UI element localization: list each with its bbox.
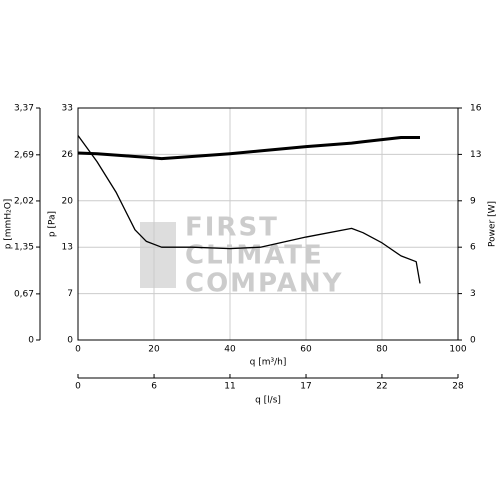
- y2-tick-label: 0: [470, 336, 476, 346]
- x2-tick-label: 28: [452, 382, 464, 392]
- series-line: [77, 135, 421, 284]
- y2-tick-label: 3: [470, 289, 476, 299]
- y0-label: p [mmH₂O]: [4, 199, 14, 250]
- x2-tick-label: 17: [300, 382, 311, 392]
- watermark: FIRST: [185, 213, 279, 243]
- y-tick-label: 33: [62, 104, 73, 114]
- y2-tick-label: 13: [470, 150, 481, 160]
- y2-tick-label: 9: [470, 196, 476, 206]
- y-tick-label: 7: [67, 289, 73, 299]
- x-tick-label: 40: [224, 345, 236, 355]
- y-tick-label: 13: [62, 243, 73, 253]
- y-tick-label: 20: [62, 196, 74, 206]
- y-tick-label: 0: [67, 336, 73, 346]
- y0-tick-label: 0,67: [14, 289, 34, 299]
- x-tick-label: 0: [75, 345, 81, 355]
- y2-tick-label: 16: [470, 104, 482, 114]
- y0-tick-label: 2,02: [14, 196, 34, 206]
- x2-tick-label: 6: [151, 382, 157, 392]
- x-tick-label: 100: [449, 345, 466, 355]
- y0-tick-label: 3,37: [14, 104, 34, 114]
- x-tick-label: 20: [148, 345, 160, 355]
- y-label: p [Pa]: [48, 211, 58, 237]
- x-label: q [m³/h]: [250, 358, 287, 368]
- x2-tick-label: 11: [224, 382, 235, 392]
- watermark-logo: [140, 222, 176, 288]
- series-line: [77, 136, 420, 161]
- x-tick-label: 60: [300, 345, 312, 355]
- plot-border: [77, 107, 459, 341]
- y-tick-label: 26: [62, 150, 74, 160]
- y0-tick-label: 0: [28, 336, 34, 346]
- y0-tick-label: 1,35: [14, 243, 34, 253]
- y0-tick-label: 2,69: [14, 150, 34, 160]
- y2-tick-label: 6: [470, 243, 476, 253]
- x2-tick-label: 22: [376, 382, 387, 392]
- watermark: CLIMATE: [185, 241, 324, 271]
- x-tick-label: 80: [376, 345, 388, 355]
- x2-tick-label: 0: [75, 382, 81, 392]
- x2-label: q [l/s]: [255, 396, 281, 406]
- y2-label: Power [W]: [488, 201, 498, 247]
